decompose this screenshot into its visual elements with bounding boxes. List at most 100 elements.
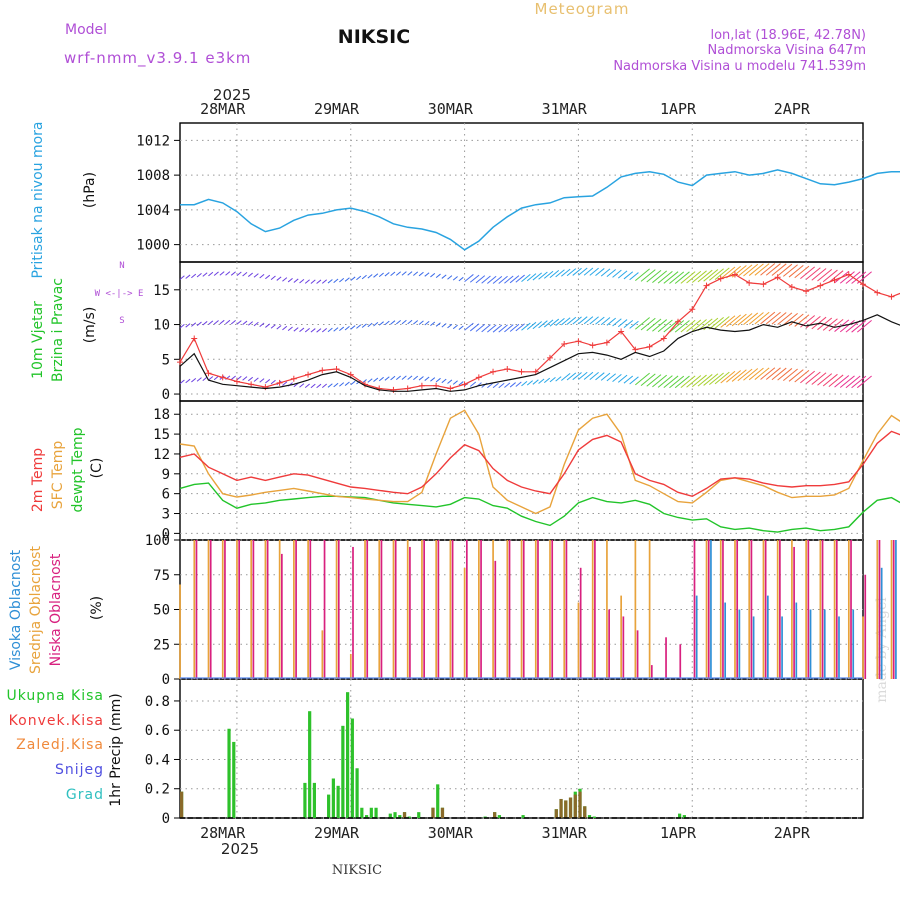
wind-barb	[629, 320, 639, 329]
wind-gust-point	[703, 282, 710, 289]
wind-barb	[709, 316, 724, 330]
wind-barb	[287, 326, 293, 331]
wind-barb	[487, 275, 497, 284]
cloud-bar	[451, 540, 454, 679]
precip-ytick-label: 0	[162, 811, 170, 827]
precip-bar-total	[350, 718, 354, 818]
cloud-bar	[648, 540, 651, 679]
wind-gust-point	[589, 342, 596, 349]
wind-barb	[458, 276, 464, 282]
cloud-bar	[594, 540, 596, 679]
wind-barb	[492, 382, 499, 389]
pressure-ytick-label: 1012	[136, 133, 170, 149]
wind-barb	[856, 319, 872, 333]
cloud-bar	[437, 540, 440, 679]
cloud-bar	[634, 540, 637, 679]
wind-barb	[532, 272, 542, 281]
cloud-bar	[449, 540, 452, 679]
pressure-unit: (hPa)	[82, 172, 98, 208]
cloud-bar	[508, 540, 511, 679]
wind-barb	[430, 377, 436, 382]
precip-bar-total	[336, 785, 340, 818]
wind-frame	[179, 261, 864, 402]
wind-gust-point	[276, 379, 283, 386]
precip-bar-total	[483, 816, 487, 818]
wind-barb	[413, 320, 419, 325]
wind-barb	[600, 268, 611, 277]
wind-barb	[788, 264, 804, 278]
wind-gust-point	[475, 374, 482, 381]
wind-barb	[714, 316, 730, 329]
wind-barb	[794, 369, 810, 383]
wind-compass: W <-|-> E	[95, 289, 144, 299]
cloud-bar	[878, 540, 881, 679]
precip-bar-total	[521, 815, 525, 818]
wind-barb	[805, 371, 821, 385]
wind-barb	[777, 263, 793, 277]
cloud-bar	[762, 540, 765, 679]
coordinates: lon,lat (18.96E, 42.78N)	[710, 28, 866, 43]
wind-barb	[270, 379, 276, 385]
wind-barb	[760, 263, 776, 276]
station-title: NIKSIC	[338, 26, 410, 48]
wind-barb	[731, 369, 747, 382]
precip-bar-total	[232, 741, 236, 818]
wind-gust-point	[746, 279, 753, 286]
temp-ylabel-2: SFC Temp	[50, 441, 66, 510]
wind-barb	[361, 274, 367, 280]
wind-barb	[350, 276, 356, 281]
wind-barb	[771, 312, 787, 325]
wind-barb	[549, 318, 560, 327]
wind-barb	[373, 321, 379, 327]
wind-barb	[339, 326, 345, 332]
wind-barb	[743, 263, 759, 277]
wind-barb	[726, 314, 742, 327]
wind-barb	[247, 272, 254, 277]
wind-gust-point	[646, 343, 653, 350]
wind-barb	[413, 271, 419, 276]
cloud-ytick-label: 100	[145, 533, 170, 549]
wind-barb	[691, 270, 707, 283]
wind-barb	[606, 317, 616, 326]
wind-barb	[202, 321, 208, 326]
cloud-bar	[636, 630, 639, 679]
precip-bar-total	[369, 807, 373, 818]
wind-barb	[526, 321, 537, 330]
wind-barb	[202, 272, 208, 277]
wind-barb	[447, 379, 453, 384]
pressure-ytick-label: 1004	[136, 203, 170, 219]
wind-barb	[265, 274, 271, 280]
date-label-top: 31MAR	[542, 100, 588, 118]
temp-ytick-label: 18	[153, 407, 170, 423]
precip-legend-freezing: Zaledj.Kisa	[16, 737, 104, 753]
wind-gust-point	[305, 371, 312, 378]
precip-ylabel: 1hr Precip (mm)	[108, 693, 124, 806]
precip-frame	[179, 678, 864, 819]
wind-barb	[339, 382, 345, 387]
wind-barb	[543, 270, 554, 279]
wind-barb	[259, 322, 265, 328]
date-label-bottom: 30MAR	[428, 824, 474, 842]
cloud-bar	[850, 540, 852, 679]
cloud-ytick-label: 75	[153, 568, 170, 584]
precip-bar-total	[436, 784, 440, 818]
date-label-top: 2APR	[774, 100, 811, 118]
wind-barb	[441, 323, 447, 328]
temp-ytick-label: 9	[162, 467, 170, 483]
wind-barb	[640, 269, 656, 282]
temp-frame	[179, 400, 864, 541]
wind-barb	[418, 271, 424, 277]
wind-barb	[663, 375, 679, 389]
wind-barb	[839, 271, 855, 284]
wind-barb	[743, 368, 759, 381]
cloud-bar	[463, 567, 466, 679]
wind-barb	[424, 320, 430, 326]
cloud-bar	[577, 602, 580, 679]
cloud-bar	[264, 540, 267, 679]
wind-barb	[697, 269, 713, 283]
wind-barb	[612, 374, 622, 382]
wind-barb	[299, 279, 305, 284]
wind-barb	[208, 376, 214, 381]
cloud-bar	[608, 609, 610, 679]
wind-barb	[196, 273, 202, 278]
